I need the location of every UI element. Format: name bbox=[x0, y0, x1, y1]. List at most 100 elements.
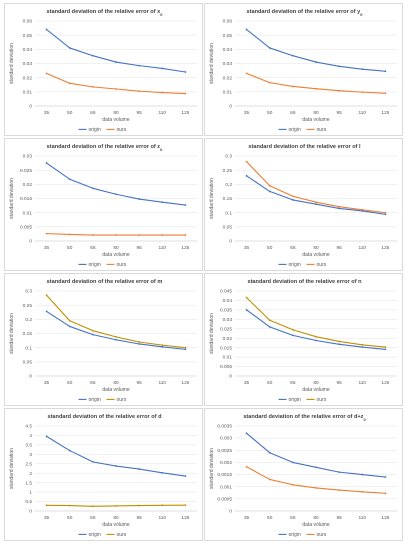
y-axis-label: standard deviation bbox=[9, 43, 15, 84]
x-tick-label: 35 bbox=[244, 380, 250, 386]
data-point-ours bbox=[315, 201, 317, 204]
y-tick-label: 0.0025 bbox=[217, 448, 232, 454]
y-axis-label: standard deviation bbox=[209, 313, 215, 354]
chart-title: standard deviation of the relative error… bbox=[47, 414, 162, 420]
legend-label: ours bbox=[117, 127, 127, 133]
data-point-origin bbox=[91, 333, 94, 336]
legend-label: origin bbox=[89, 262, 101, 268]
legend-label: ours bbox=[117, 532, 127, 538]
data-point-ours bbox=[268, 478, 271, 481]
data-point-origin bbox=[268, 47, 271, 49]
data-point-origin bbox=[245, 174, 248, 177]
data-point-origin bbox=[361, 473, 364, 476]
data-point-origin bbox=[91, 460, 94, 463]
y-tick-label: 0.015 bbox=[220, 345, 232, 351]
y-tick-label: 0.02 bbox=[223, 75, 233, 81]
y-tick-label: 1.5 bbox=[25, 480, 32, 486]
y-tick-label: 0.02 bbox=[23, 75, 33, 81]
data-point-origin bbox=[291, 334, 294, 337]
x-axis-label: data volume bbox=[102, 117, 129, 123]
chart-title-subscript: 0 bbox=[160, 12, 163, 17]
chart-title-text: standard deviation of the relative error… bbox=[247, 279, 362, 285]
x-tick-label: 65 bbox=[290, 515, 296, 521]
x-tick-label: 35 bbox=[244, 110, 250, 116]
x-tick-label: 125 bbox=[181, 245, 189, 251]
y-tick-label: 0.002 bbox=[220, 460, 232, 466]
chart-title-text: standard deviation of the relative error… bbox=[243, 414, 363, 420]
data-point-origin bbox=[138, 64, 141, 67]
data-point-ours bbox=[115, 88, 117, 90]
y-tick-label: 0.2 bbox=[25, 317, 32, 323]
data-point-ours bbox=[338, 340, 341, 343]
data-point-origin bbox=[268, 325, 271, 328]
y-tick-label: 0 bbox=[229, 104, 232, 110]
data-point-ours bbox=[384, 346, 387, 348]
y-tick-label: 0.3 bbox=[225, 154, 232, 160]
y-tick-label: 4 bbox=[29, 433, 32, 439]
data-point-ours bbox=[161, 504, 164, 507]
y-tick-label: 0.25 bbox=[23, 303, 33, 309]
data-point-ours bbox=[245, 465, 248, 468]
data-point-ours bbox=[68, 319, 71, 322]
x-tick-label: 35 bbox=[44, 380, 50, 386]
y-tick-label: 0.02 bbox=[23, 182, 33, 188]
data-point-ours bbox=[384, 211, 387, 214]
x-tick-label: 65 bbox=[90, 110, 96, 116]
data-point-origin bbox=[315, 61, 317, 63]
y-tick-label: 1 bbox=[29, 490, 32, 496]
chart-title-text: standard deviation of the relative error… bbox=[47, 414, 162, 420]
y-tick-label: 0.5 bbox=[25, 499, 32, 505]
data-point-origin bbox=[291, 199, 294, 201]
x-tick-label: 35 bbox=[44, 245, 50, 251]
data-point-ours bbox=[338, 489, 341, 492]
data-point-origin bbox=[361, 346, 364, 348]
data-point-origin bbox=[184, 475, 187, 477]
data-point-origin bbox=[184, 348, 187, 351]
data-point-origin bbox=[68, 325, 71, 328]
data-point-ours bbox=[45, 232, 48, 235]
y-tick-label: 0.05 bbox=[223, 33, 233, 39]
x-tick-label: 110 bbox=[358, 245, 366, 251]
data-point-ours bbox=[291, 195, 294, 198]
chart-panel: standard deviation of the relative error… bbox=[204, 3, 403, 136]
x-tick-label: 110 bbox=[358, 515, 366, 521]
data-point-origin bbox=[315, 203, 317, 206]
data-point-ours bbox=[315, 335, 317, 338]
x-tick-label: 50 bbox=[67, 110, 73, 116]
y-tick-label: 0.1 bbox=[25, 345, 32, 351]
x-axis-label: data volume bbox=[102, 252, 129, 258]
line-chart: standard deviation of the relative error… bbox=[9, 144, 197, 268]
legend-label: origin bbox=[89, 532, 101, 538]
y-tick-label: 0.025 bbox=[220, 326, 232, 332]
y-tick-label: 2.5 bbox=[25, 461, 32, 467]
data-point-ours bbox=[91, 329, 94, 332]
x-tick-label: 125 bbox=[381, 380, 389, 386]
y-tick-label: 0 bbox=[29, 509, 32, 515]
x-axis-label: data volume bbox=[302, 522, 329, 528]
data-point-origin bbox=[45, 435, 48, 438]
legend-label: ours bbox=[317, 127, 327, 133]
x-tick-label: 110 bbox=[158, 380, 166, 386]
data-point-ours bbox=[361, 343, 364, 346]
data-point-ours bbox=[184, 234, 187, 236]
data-point-origin bbox=[245, 308, 248, 311]
data-point-ours bbox=[291, 328, 294, 331]
data-point-origin bbox=[384, 213, 387, 216]
data-point-ours bbox=[184, 92, 187, 95]
data-point-origin bbox=[138, 198, 141, 200]
y-tick-label: 0.03 bbox=[223, 61, 233, 67]
data-point-origin bbox=[384, 70, 387, 73]
data-point-ours bbox=[315, 87, 317, 90]
y-tick-label: 0.25 bbox=[223, 168, 233, 174]
y-tick-label: 0.003 bbox=[220, 436, 232, 442]
line-chart: standard deviation of the relative error… bbox=[209, 414, 397, 538]
data-point-ours bbox=[268, 319, 271, 322]
data-point-origin bbox=[338, 343, 341, 346]
y-tick-label: 0.2 bbox=[225, 182, 232, 188]
data-point-origin bbox=[245, 432, 248, 435]
x-tick-label: 50 bbox=[67, 515, 73, 521]
data-point-origin bbox=[291, 54, 294, 57]
data-point-ours bbox=[138, 90, 141, 93]
legend-label: ours bbox=[317, 262, 327, 268]
data-point-origin bbox=[161, 201, 164, 204]
